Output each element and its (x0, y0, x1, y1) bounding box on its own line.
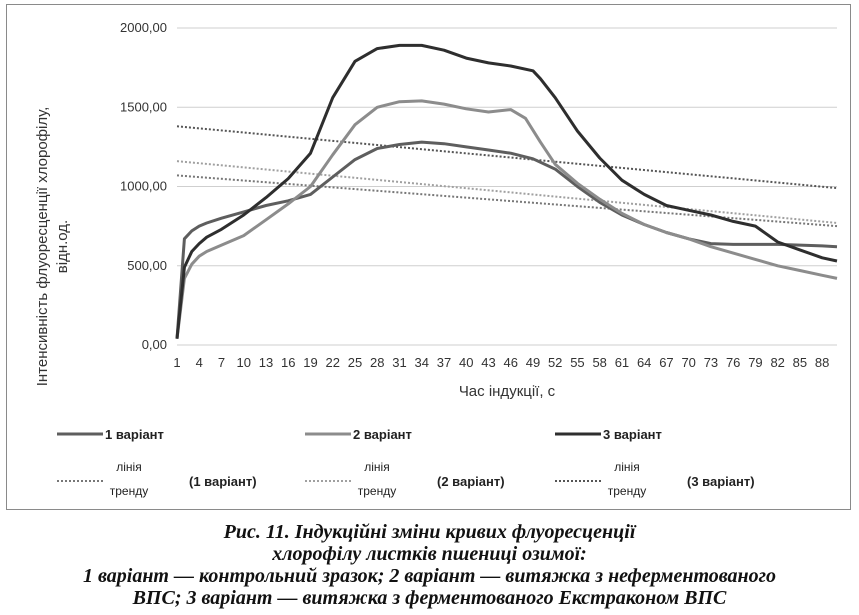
legend-trend-label-line-2: тренду (110, 484, 148, 498)
x-tick-label: 85 (793, 355, 807, 370)
y-axis-title-line-1: Інтенсивність флуоресценції хлорофілу, (34, 107, 51, 387)
caption-line-1: Рис. 11. Індукційні зміни кривих флуорес… (223, 521, 636, 543)
series-line (175, 99, 838, 339)
y-tick-label: 1000,00 (120, 179, 167, 194)
legend-trend-name: (3 варіант) (687, 474, 755, 489)
x-tick-label: 4 (196, 355, 203, 370)
x-tick-label: 67 (659, 355, 673, 370)
x-tick-label: 34 (414, 355, 428, 370)
x-tick-label: 40 (459, 355, 473, 370)
series-line (175, 43, 838, 339)
x-tick-label: 61 (615, 355, 629, 370)
legend-trend-name: (2 варіант) (437, 474, 505, 489)
trendline (176, 174, 838, 228)
series-lines (175, 43, 838, 339)
gridlines (177, 27, 837, 346)
chart-frame: 0,00 500,00 1000,00 1500,00 2000,00 1 4 7 10 13 1… (6, 4, 851, 510)
x-tick-label: 76 (726, 355, 740, 370)
legend-trend-label-line-1: лінія (116, 460, 141, 474)
x-tick-label: 55 (570, 355, 584, 370)
x-tick-label: 52 (548, 355, 562, 370)
legend-trend-name: (1 варіант) (189, 474, 257, 489)
x-tick-label: 22 (325, 355, 339, 370)
caption-line-3: 1 варіант — контрольний зразок; 2 варіан… (82, 565, 777, 587)
x-tick-label: 25 (348, 355, 362, 370)
x-tick-label: 1 (173, 355, 180, 370)
x-tick-label: 49 (526, 355, 540, 370)
x-tick-label: 28 (370, 355, 384, 370)
x-tick-label: 88 (815, 355, 829, 370)
legend: 1 варіант 2 варіант 3 варіант лінія тренду (1… (57, 427, 755, 498)
x-tick-label: 64 (637, 355, 651, 370)
figure-caption: Рис. 11. Індукційні зміни кривих флуорес… (0, 521, 859, 609)
x-tick-label: 7 (218, 355, 225, 370)
legend-label: 1 варіант (105, 427, 164, 442)
x-tick-label: 37 (437, 355, 451, 370)
x-tick-labels: 1 4 7 10 13 16 19 22 25 28 31 34 37 40 43 46 49 52 55 58 61 6… (173, 355, 829, 370)
x-tick-label: 70 (681, 355, 695, 370)
x-tick-label: 13 (259, 355, 273, 370)
caption-line-2: хлорофілу листків пшениці озимої: (272, 543, 587, 565)
legend-trend-label-line-2: тренду (358, 484, 396, 498)
y-axis-title-line-2: відн.од. (54, 220, 71, 273)
trendline (176, 125, 838, 190)
x-tick-label: 58 (592, 355, 606, 370)
legend-label: 3 варіант (603, 427, 662, 442)
legend-trend-label-line-2: тренду (608, 484, 646, 498)
legend-label: 2 варіант (353, 427, 412, 442)
x-tick-label: 10 (237, 355, 251, 370)
x-tick-label: 73 (704, 355, 718, 370)
y-axis-title: Інтенсивність флуоресценції хлорофілу, ві… (34, 107, 71, 387)
trendlines (176, 125, 838, 228)
x-axis-title: Час індукції, с (459, 383, 556, 400)
x-tick-label: 46 (503, 355, 517, 370)
y-tick-label: 0,00 (142, 337, 167, 352)
x-tick-label: 82 (770, 355, 784, 370)
x-tick-label: 16 (281, 355, 295, 370)
y-tick-labels: 0,00 500,00 1000,00 1500,00 2000,00 (120, 20, 167, 352)
x-tick-label: 43 (481, 355, 495, 370)
x-tick-label: 19 (303, 355, 317, 370)
y-tick-label: 2000,00 (120, 20, 167, 35)
legend-trend-label-line-1: лінія (614, 460, 639, 474)
trendline (176, 160, 838, 224)
series-line (175, 140, 838, 339)
caption-line-4: ВПС; 3 варіант — витяжка з ферментованог… (132, 587, 727, 609)
y-tick-label: 500,00 (127, 258, 167, 273)
x-tick-label: 79 (748, 355, 762, 370)
legend-trend-label-line-1: лінія (364, 460, 389, 474)
x-tick-label: 31 (392, 355, 406, 370)
y-tick-label: 1500,00 (120, 99, 167, 114)
